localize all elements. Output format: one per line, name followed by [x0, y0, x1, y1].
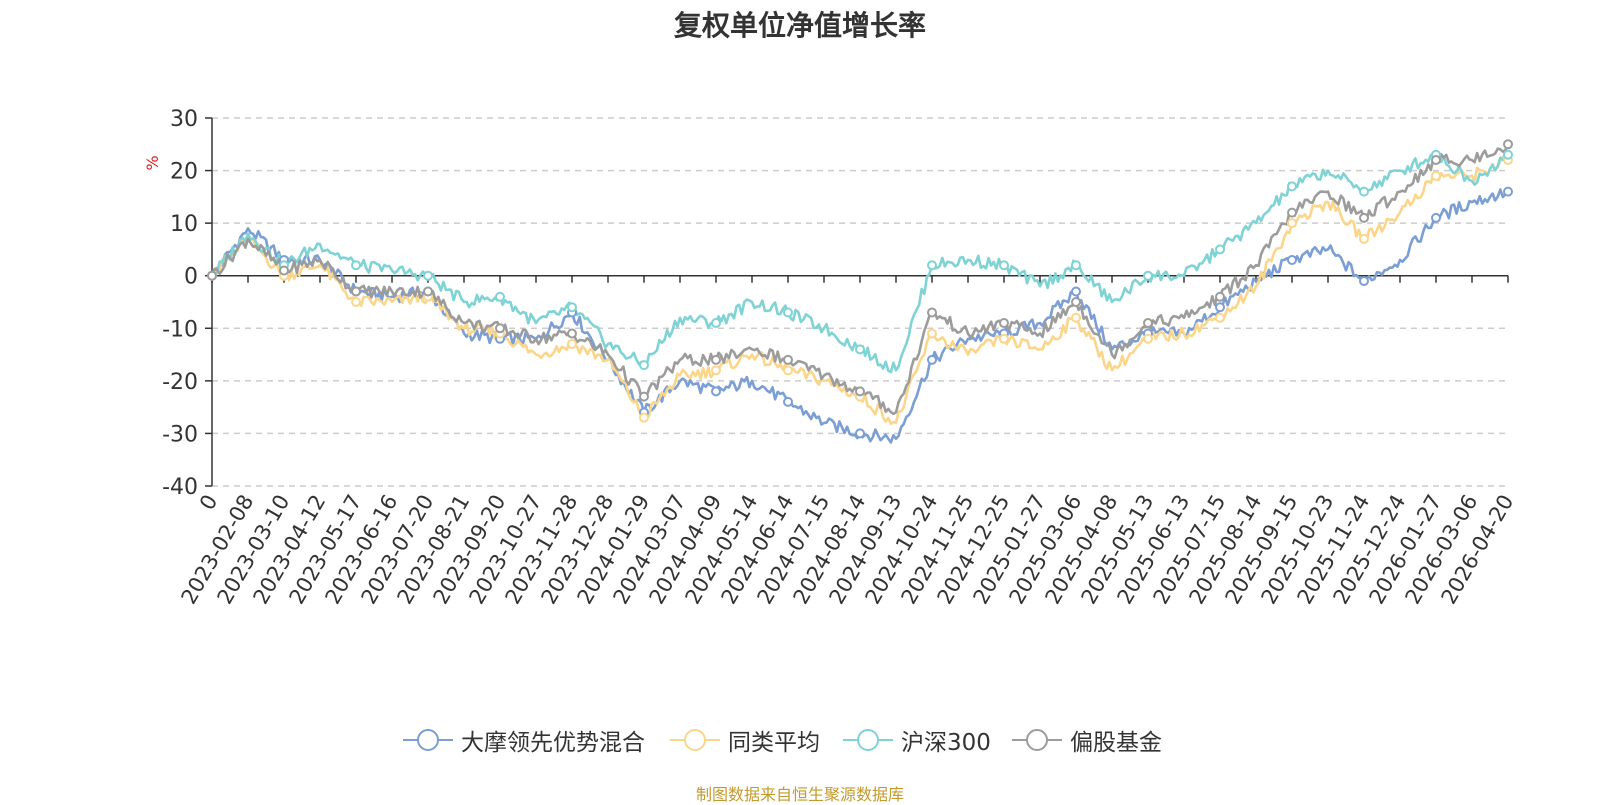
data-point	[1287, 218, 1297, 229]
data-point	[1071, 286, 1081, 297]
data-point	[1503, 139, 1513, 150]
data-point	[351, 297, 361, 307]
data-point	[783, 365, 793, 376]
data-point	[999, 260, 1009, 271]
legend-marker-icon	[403, 729, 453, 751]
legend-label: 沪深300	[901, 730, 991, 756]
data-point	[1359, 233, 1369, 244]
data-point	[711, 365, 721, 376]
data-point	[1071, 312, 1081, 323]
data-point	[1287, 207, 1297, 218]
data-point	[1287, 181, 1297, 192]
series-line	[211, 153, 1509, 374]
data-point	[567, 339, 577, 350]
data-point	[927, 328, 937, 339]
y-tick-label: -20	[162, 370, 198, 395]
data-point	[711, 354, 721, 365]
data-point	[1431, 212, 1441, 223]
y-tick-label: 10	[170, 212, 198, 237]
legend-item[interactable]: 沪深300	[843, 722, 991, 758]
data-point	[351, 286, 361, 297]
data-point	[999, 333, 1009, 344]
data-point	[711, 386, 721, 397]
y-tick-label: -10	[162, 317, 198, 342]
legend-label: 同类平均	[728, 730, 820, 756]
data-point	[1215, 291, 1225, 302]
axis-layer: 3020100-10-20-30-4002023-02-082023-03-10…	[162, 107, 1518, 608]
data-point	[783, 354, 793, 365]
data-point	[1071, 260, 1081, 271]
data-point	[1431, 170, 1441, 181]
data-point	[423, 286, 433, 297]
data-point	[495, 323, 505, 334]
data-point	[855, 386, 865, 397]
legend-marker-icon	[1012, 729, 1062, 751]
data-point	[1503, 186, 1513, 197]
data-point	[927, 260, 937, 271]
series-layer	[207, 139, 1513, 444]
y-tick-label: -40	[162, 475, 198, 500]
data-point	[1215, 312, 1225, 323]
data-point	[1143, 333, 1153, 344]
data-point	[351, 260, 361, 271]
series-line	[211, 154, 1510, 426]
data-point	[999, 318, 1009, 329]
legend-marker-icon	[843, 729, 893, 751]
data-point	[639, 391, 649, 402]
data-point	[1215, 302, 1225, 313]
data-point	[1143, 318, 1153, 329]
y-tick-label: 0	[184, 265, 198, 290]
legend-item[interactable]: 同类平均	[670, 722, 820, 758]
data-point	[567, 328, 577, 339]
y-tick-label: -30	[162, 422, 198, 447]
y-tick-label: 20	[170, 160, 198, 185]
data-point	[1071, 297, 1081, 307]
data-point	[855, 344, 865, 355]
data-point	[495, 291, 505, 302]
data-point	[279, 265, 289, 276]
source-note: 制图数据来自恒生聚源数据库	[695, 785, 904, 804]
chart-title: 复权单位净值增长率	[673, 9, 926, 42]
y-tick-label: 30	[170, 107, 198, 132]
series-line	[210, 188, 1509, 444]
data-point	[1359, 212, 1369, 223]
data-point	[783, 396, 793, 407]
data-point	[567, 302, 577, 313]
legend-item[interactable]: 偏股基金	[1012, 722, 1162, 758]
data-point	[1359, 275, 1369, 286]
data-point	[927, 307, 937, 318]
data-point	[1431, 155, 1441, 166]
data-point	[1287, 254, 1297, 265]
legend-item[interactable]: 大摩领先优势混合	[403, 722, 645, 758]
data-point	[1503, 149, 1513, 160]
data-point	[1143, 270, 1153, 281]
data-point	[855, 428, 865, 439]
data-point	[927, 354, 937, 365]
data-point	[1359, 186, 1369, 197]
y-axis-unit: %	[143, 155, 162, 170]
x-tick-label: 0	[195, 491, 222, 515]
legend-label: 大摩领先优势混合	[461, 730, 645, 756]
legend-label: 偏股基金	[1070, 730, 1162, 756]
data-point	[639, 360, 649, 371]
data-point	[207, 270, 217, 281]
data-point	[639, 412, 649, 423]
data-point	[1215, 244, 1225, 255]
legend: 大摩领先优势混合 同类平均 沪深300 偏股基金	[0, 722, 1600, 758]
data-point	[711, 318, 721, 329]
data-point	[783, 307, 793, 318]
data-point	[423, 270, 433, 281]
legend-marker-icon	[670, 729, 720, 751]
